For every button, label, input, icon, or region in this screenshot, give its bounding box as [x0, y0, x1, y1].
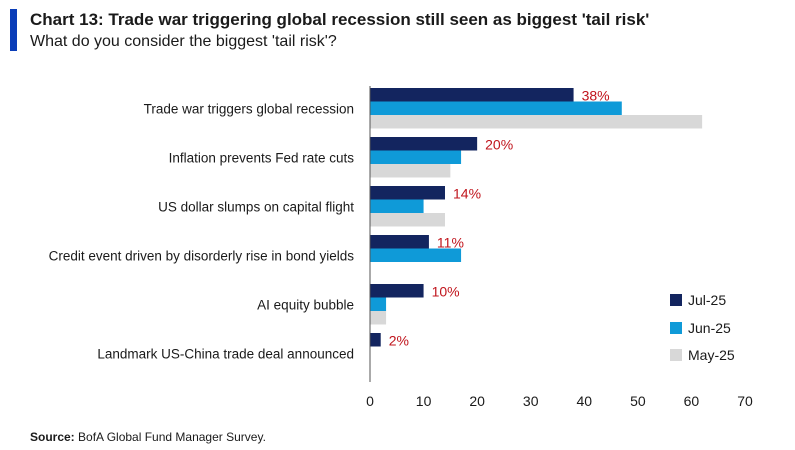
chart-title: Chart 13: Trade war triggering global re…: [30, 10, 650, 29]
bar-may-25: [370, 115, 703, 129]
legend-swatch: [670, 349, 682, 361]
x-tick-label: 50: [630, 393, 646, 409]
bar-may-25: [370, 164, 451, 178]
data-label: 10%: [432, 284, 460, 300]
category-label: Inflation prevents Fed rate cuts: [169, 150, 355, 165]
bar-jun-25: [370, 248, 462, 262]
legend-swatch: [670, 322, 682, 334]
category-label: Trade war triggers global recession: [144, 101, 354, 116]
source-note: Source: BofA Global Fund Manager Survey.: [30, 430, 266, 444]
x-tick-label: 0: [366, 393, 374, 409]
x-tick-label: 10: [416, 393, 432, 409]
x-tick-label: 60: [684, 393, 700, 409]
data-label: 11%: [437, 235, 464, 251]
chart-subtitle: What do you consider the biggest 'tail r…: [30, 33, 337, 50]
legend-label: May-25: [688, 347, 735, 363]
bar-jul-25: [370, 186, 445, 200]
data-label: 20%: [485, 137, 513, 153]
legend-label: Jun-25: [688, 320, 731, 336]
bar-jul-25: [370, 137, 478, 151]
bar-may-25: [370, 213, 445, 227]
bar-jul-25: [370, 284, 424, 298]
bar-jun-25: [370, 297, 387, 311]
data-label: 38%: [582, 88, 610, 104]
category-label: US dollar slumps on capital flight: [158, 199, 354, 214]
legend-label: Jul-25: [688, 292, 726, 308]
category-label: Credit event driven by disorderly rise i…: [49, 248, 355, 263]
bar-may-25: [370, 311, 387, 325]
category-label: AI equity bubble: [257, 297, 354, 312]
bar-jul-25: [370, 88, 574, 102]
legend-swatch: [670, 294, 682, 306]
bar-jul-25: [370, 235, 429, 249]
x-tick-label: 30: [523, 393, 539, 409]
source-label: Source:: [30, 430, 75, 444]
data-label: 14%: [453, 186, 481, 202]
bar-jun-25: [370, 150, 462, 164]
bar-jun-25: [370, 199, 424, 213]
source-text: BofA Global Fund Manager Survey.: [74, 430, 266, 444]
title-accent-bar: [10, 9, 17, 51]
data-label: 2%: [389, 333, 409, 349]
x-tick-label: 70: [737, 393, 753, 409]
bar-chart: Trade war triggers global recession 38% In…: [49, 86, 753, 409]
x-tick-label: 20: [469, 393, 485, 409]
bar-jul-25: [370, 333, 381, 347]
category-label: Landmark US-China trade deal announced: [97, 346, 354, 361]
x-tick-label: 40: [576, 393, 592, 409]
bar-jun-25: [370, 101, 622, 115]
